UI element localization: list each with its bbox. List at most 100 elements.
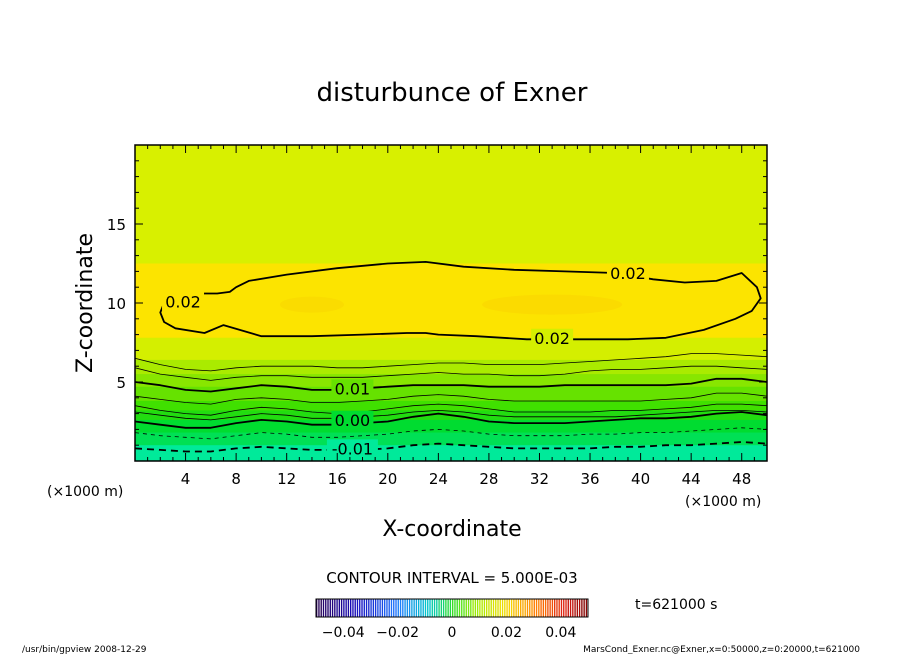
colorbar-stripe — [359, 599, 361, 617]
contour-label-bg-0 — [162, 292, 205, 311]
colorbar-stripe — [456, 599, 458, 617]
colorbar-stripe — [388, 599, 390, 617]
contour-line-9 — [135, 441, 767, 453]
colorbar-stripe — [354, 599, 356, 617]
footer-left: /usr/bin/gpview 2008-12-29 — [22, 645, 147, 654]
colorbar-stripe — [370, 599, 372, 617]
colorbar-stripe — [438, 599, 440, 617]
colorbar-stripe — [576, 599, 579, 617]
colorbar-stripe — [350, 599, 352, 617]
colorbar-stripe — [501, 599, 504, 617]
colorbar-stripe — [574, 599, 576, 617]
colorbar-stripe — [320, 599, 322, 617]
colorbar-stripe — [447, 599, 449, 617]
colorbar-stripe — [458, 599, 461, 617]
colorbar-stripe — [429, 599, 431, 617]
colorbar-stripe — [499, 599, 501, 617]
x-tick-label: 36 — [580, 470, 599, 488]
colorbar-stripe — [565, 599, 567, 617]
colorbar-stripe — [567, 599, 569, 617]
colorbar-stripe — [406, 599, 409, 617]
contour-line-5 — [135, 403, 767, 416]
colorbar-stripe — [479, 599, 481, 617]
contour-line-1 — [135, 353, 767, 372]
colorbar-stripe — [531, 599, 533, 617]
colorbar-stripe — [372, 599, 375, 617]
colorbar-stripe — [386, 599, 388, 617]
colorbar-stripe — [547, 599, 549, 617]
colorbar-stripe — [381, 599, 384, 617]
colorbar-stripe — [581, 599, 583, 617]
colorbar-stripe — [399, 599, 402, 617]
x-tick-label: 16 — [328, 470, 347, 488]
colorbar-stripe — [578, 599, 581, 617]
colorbar-stripe — [363, 599, 365, 617]
colorbar-stripe — [454, 599, 456, 617]
x-tick-label: 48 — [732, 470, 751, 488]
colorbar-stripe — [474, 599, 477, 617]
max-region-west — [279, 296, 344, 313]
colorbar-stripe — [508, 599, 511, 617]
contour-label-bg-4 — [331, 410, 374, 429]
colorbar-stripe — [535, 599, 538, 617]
colorbar-stripe — [558, 599, 560, 617]
contour-line-0 — [159, 261, 762, 341]
y-tick-label: 15 — [107, 216, 126, 234]
contour-lines — [135, 261, 767, 453]
contour-label-1: 0.02 — [610, 264, 646, 283]
colorbar-stripe — [560, 599, 563, 617]
colorbar-stripe — [440, 599, 443, 617]
colorbar-stripe — [442, 599, 445, 617]
colorbar-stripe — [384, 599, 386, 617]
colorbar-stripe — [556, 599, 558, 617]
colorbar-stripe — [397, 599, 399, 617]
colorbar-stripe — [338, 599, 341, 617]
contour-line-7 — [135, 411, 767, 429]
colorbar-stripe — [483, 599, 486, 617]
colorbar-stripe — [340, 599, 343, 617]
colorbar-stripe — [352, 599, 354, 617]
colorbar-stripe — [538, 599, 540, 617]
colorbar — [316, 599, 588, 617]
colorbar-stripe — [390, 599, 393, 617]
contour-label-bg-3 — [331, 379, 374, 398]
plot-area — [135, 145, 767, 461]
colorbar-stripe — [327, 599, 329, 617]
colorbar-stripe — [431, 599, 433, 617]
colorbar-stripe — [515, 599, 517, 617]
y-tick-label: 10 — [107, 295, 126, 313]
colorbar-stripe — [411, 599, 413, 617]
x-tick-label: 28 — [479, 470, 498, 488]
y-axis-ticks: 5 10 15 — [107, 144, 767, 462]
colorbar-stripe — [554, 599, 556, 617]
colorbar-stripe — [490, 599, 492, 617]
colorbar-stripe — [563, 599, 565, 617]
colorbar-stripe — [522, 599, 524, 617]
contour-line-4 — [135, 392, 767, 405]
shading-layer — [135, 145, 767, 461]
x-axis-ticks: 4 8 12 16 20 24 28 32 36 40 44 48 — [134, 145, 768, 488]
colorbar-stripe — [408, 599, 411, 617]
contour-interval-text: CONTOUR INTERVAL = 5.000E-03 — [326, 569, 577, 587]
colorbar-stripe — [393, 599, 395, 617]
contour-label-4: 0.00 — [335, 411, 371, 430]
colorbar-stripe — [436, 599, 438, 617]
y-axis-label: Z-coordinate — [73, 233, 98, 373]
colorbar-stripe — [533, 599, 535, 617]
colorbar-stripe — [356, 599, 359, 617]
colorbar-stripe — [513, 599, 515, 617]
contour-line-2 — [135, 365, 767, 381]
colorbar-stripe — [461, 599, 463, 617]
colorbar-stripe — [379, 599, 381, 617]
colorbar-stripe — [540, 599, 542, 617]
colorbar-stripe — [336, 599, 338, 617]
colorbar-stripe — [322, 599, 325, 617]
colorbar-label: 0 — [448, 625, 457, 641]
colorbar-stripe — [347, 599, 350, 617]
colorbar-stripe — [316, 599, 318, 617]
contour-labels: 0.02 0.02 0.02 0.01 0.00 -0.01 — [162, 263, 649, 458]
colorbar-stripe — [517, 599, 520, 617]
footer-right: MarsCond_Exner.nc@Exner,x=0:50000,z=0:20… — [583, 645, 860, 654]
colorbar-stripe — [549, 599, 551, 617]
colorbar-stripe — [404, 599, 406, 617]
